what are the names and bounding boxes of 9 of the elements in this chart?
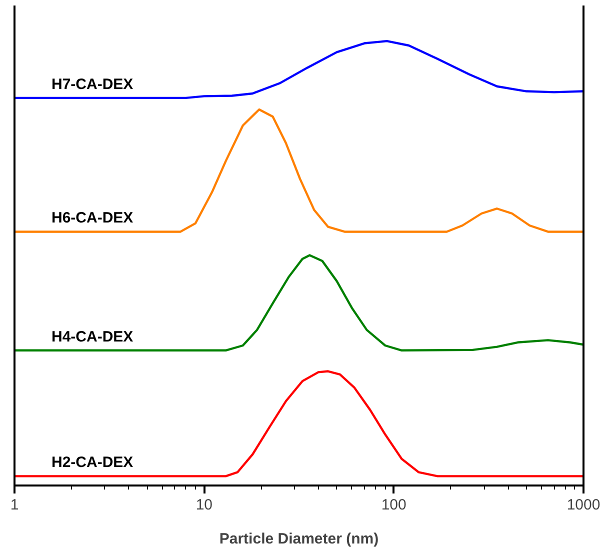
x-tick-label: 1000 <box>566 496 600 514</box>
series-label: H4-CA-DEX <box>51 328 134 346</box>
x-tick-label: 10 <box>196 496 213 514</box>
series-label: H7-CA-DEX <box>51 76 134 93</box>
x-axis-title: Particle Diameter (nm) <box>219 530 379 548</box>
series-label: H2-CA-DEX <box>51 454 134 472</box>
x-tick-label: 100 <box>381 496 406 514</box>
x-tick-label: 1 <box>10 496 19 514</box>
series-label: H6-CA-DEX <box>51 210 134 227</box>
